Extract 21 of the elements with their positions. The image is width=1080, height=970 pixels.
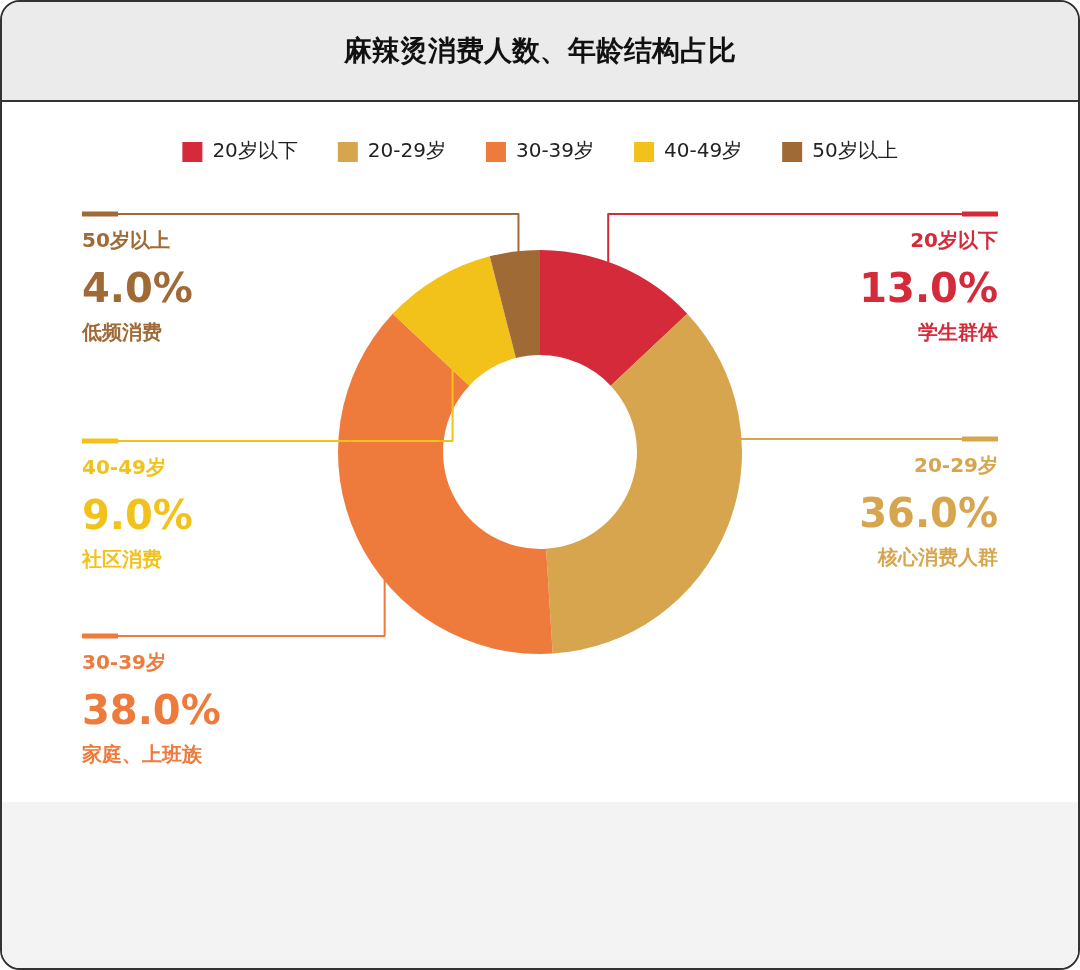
slice-label: 40-49岁: [82, 455, 166, 480]
data-label: 13.0%: [859, 265, 998, 312]
legend-label: 20岁以下: [212, 138, 298, 163]
slice-label: 20-29岁: [914, 453, 998, 478]
text: 家庭、上班族: [81, 742, 203, 767]
slice-label: 20岁以下: [910, 228, 998, 253]
data-label: 4.0%: [82, 265, 193, 312]
text: 学生群体: [918, 320, 999, 345]
data-label: 36.0%: [859, 490, 998, 537]
text: 低频消费: [81, 320, 162, 345]
legend-label: 30-39岁: [515, 138, 595, 163]
data-label: 9.0%: [82, 492, 193, 539]
text: 社区消费: [81, 547, 162, 572]
slice-label: 50岁以上: [82, 228, 170, 253]
text: 核心消费人群: [877, 545, 998, 570]
data-label: 38.0%: [82, 687, 221, 734]
chart-title: 麻辣烫消费人数、年龄结构占比: [2, 2, 1078, 102]
legend-label: 20-29岁: [367, 138, 446, 163]
legend-label: 40-49岁: [664, 138, 743, 163]
legend-label: 50岁以上: [812, 138, 898, 163]
slice-label: 30-39岁: [82, 650, 166, 675]
